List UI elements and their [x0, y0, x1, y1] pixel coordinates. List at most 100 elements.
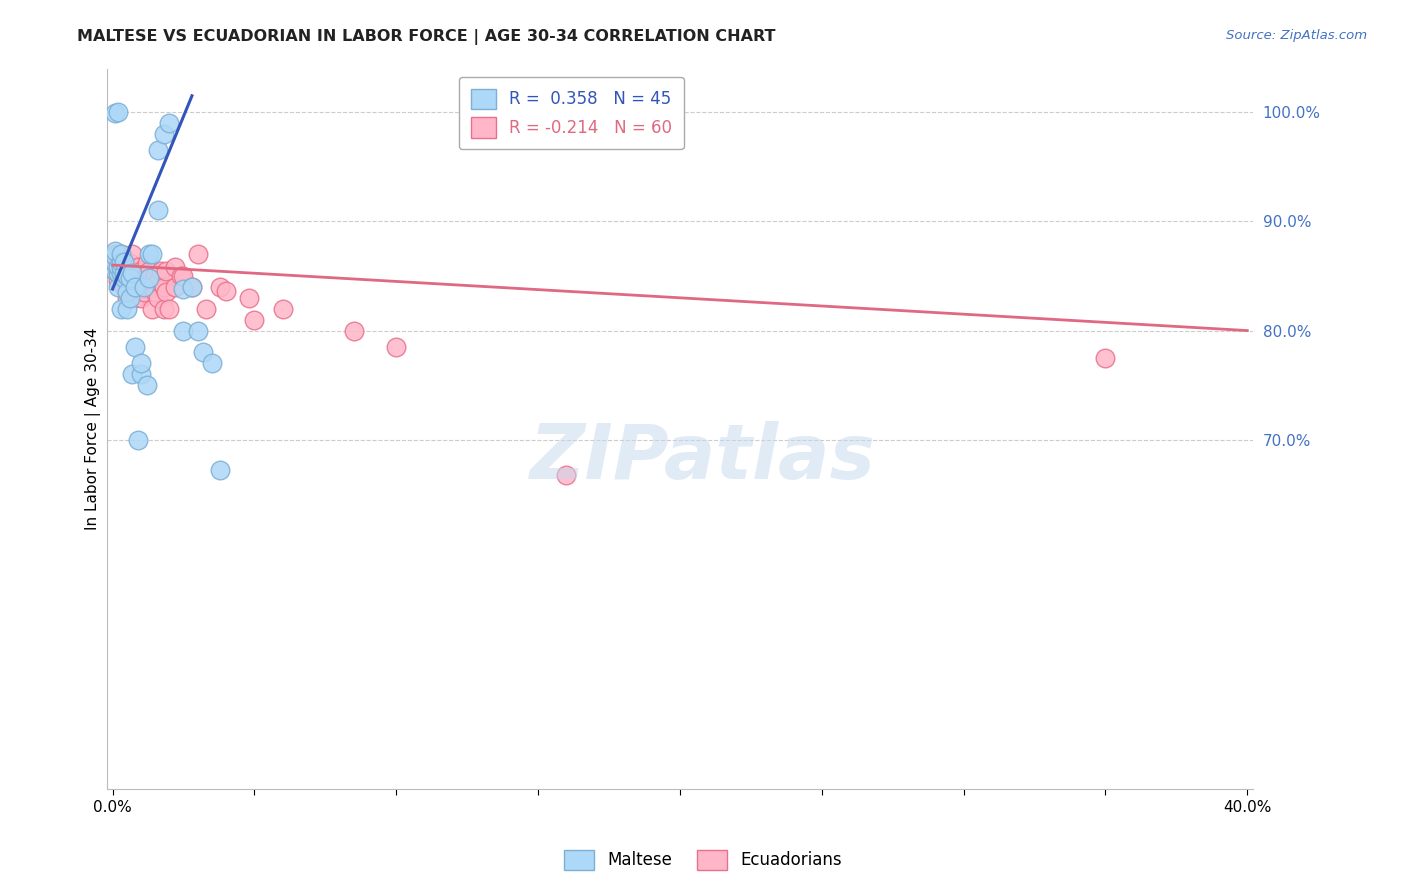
Point — [124, 280, 146, 294]
Point — [107, 266, 129, 280]
Point — [132, 285, 155, 300]
Point — [121, 280, 143, 294]
Point — [181, 280, 204, 294]
Point — [187, 247, 209, 261]
Point — [118, 263, 141, 277]
Point — [146, 203, 169, 218]
Point — [127, 260, 149, 275]
Point — [104, 106, 127, 120]
Point — [132, 280, 155, 294]
Point — [138, 263, 160, 277]
Point — [143, 285, 166, 300]
Point — [121, 263, 143, 277]
Point — [155, 263, 177, 277]
Legend: Maltese, Ecuadorians: Maltese, Ecuadorians — [557, 843, 849, 877]
Point — [121, 368, 143, 382]
Point — [104, 256, 127, 270]
Point — [141, 280, 163, 294]
Point — [343, 324, 366, 338]
Point — [121, 247, 143, 261]
Point — [110, 266, 132, 280]
Point — [141, 301, 163, 316]
Point — [138, 280, 160, 294]
Point — [243, 312, 266, 326]
Point — [110, 260, 132, 275]
Point — [169, 268, 191, 283]
Point — [155, 285, 177, 300]
Point — [163, 280, 186, 294]
Point — [152, 301, 174, 316]
Point — [107, 256, 129, 270]
Point — [143, 268, 166, 283]
Point — [146, 291, 169, 305]
Point — [172, 268, 194, 283]
Text: Source: ZipAtlas.com: Source: ZipAtlas.com — [1226, 29, 1367, 43]
Point — [129, 263, 152, 277]
Point — [129, 356, 152, 370]
Point — [172, 282, 194, 296]
Point — [104, 256, 127, 270]
Point — [141, 247, 163, 261]
Point — [112, 280, 135, 294]
Point — [115, 268, 138, 283]
Point — [118, 280, 141, 294]
Point — [110, 254, 132, 268]
Point — [127, 433, 149, 447]
Point — [112, 263, 135, 277]
Point — [385, 340, 408, 354]
Point — [157, 116, 180, 130]
Point — [209, 280, 232, 294]
Point — [118, 256, 141, 270]
Point — [152, 280, 174, 294]
Point — [132, 271, 155, 285]
Point — [172, 324, 194, 338]
Point — [124, 291, 146, 305]
Point — [195, 301, 218, 316]
Point — [112, 271, 135, 285]
Point — [124, 340, 146, 354]
Point — [163, 260, 186, 275]
Point — [215, 285, 238, 299]
Point — [201, 356, 224, 370]
Point — [115, 291, 138, 305]
Point — [107, 260, 129, 275]
Point — [107, 280, 129, 294]
Point — [115, 301, 138, 316]
Point — [135, 256, 157, 270]
Point — [104, 244, 127, 258]
Point — [104, 247, 127, 261]
Point — [138, 247, 160, 261]
Point — [110, 256, 132, 270]
Point — [146, 144, 169, 158]
Point — [149, 263, 172, 277]
Point — [107, 105, 129, 120]
Point — [112, 254, 135, 268]
Point — [152, 127, 174, 141]
Point — [115, 271, 138, 285]
Point — [118, 271, 141, 285]
Point — [187, 324, 209, 338]
Point — [107, 263, 129, 277]
Point — [181, 280, 204, 294]
Point — [107, 275, 129, 289]
Point — [129, 368, 152, 382]
Legend: R =  0.358   N = 45, R = -0.214   N = 60: R = 0.358 N = 45, R = -0.214 N = 60 — [458, 77, 683, 149]
Point — [104, 249, 127, 263]
Point — [110, 247, 132, 261]
Point — [115, 260, 138, 275]
Point — [555, 467, 578, 482]
Point — [209, 463, 232, 477]
Point — [110, 301, 132, 316]
Text: ZIPatlas: ZIPatlas — [530, 421, 876, 495]
Point — [127, 280, 149, 294]
Point — [138, 271, 160, 285]
Point — [118, 291, 141, 305]
Point — [104, 263, 127, 277]
Point — [110, 263, 132, 277]
Point — [124, 271, 146, 285]
Point — [238, 291, 260, 305]
Y-axis label: In Labor Force | Age 30-34: In Labor Force | Age 30-34 — [86, 327, 101, 530]
Point — [157, 301, 180, 316]
Point — [135, 378, 157, 392]
Point — [115, 285, 138, 300]
